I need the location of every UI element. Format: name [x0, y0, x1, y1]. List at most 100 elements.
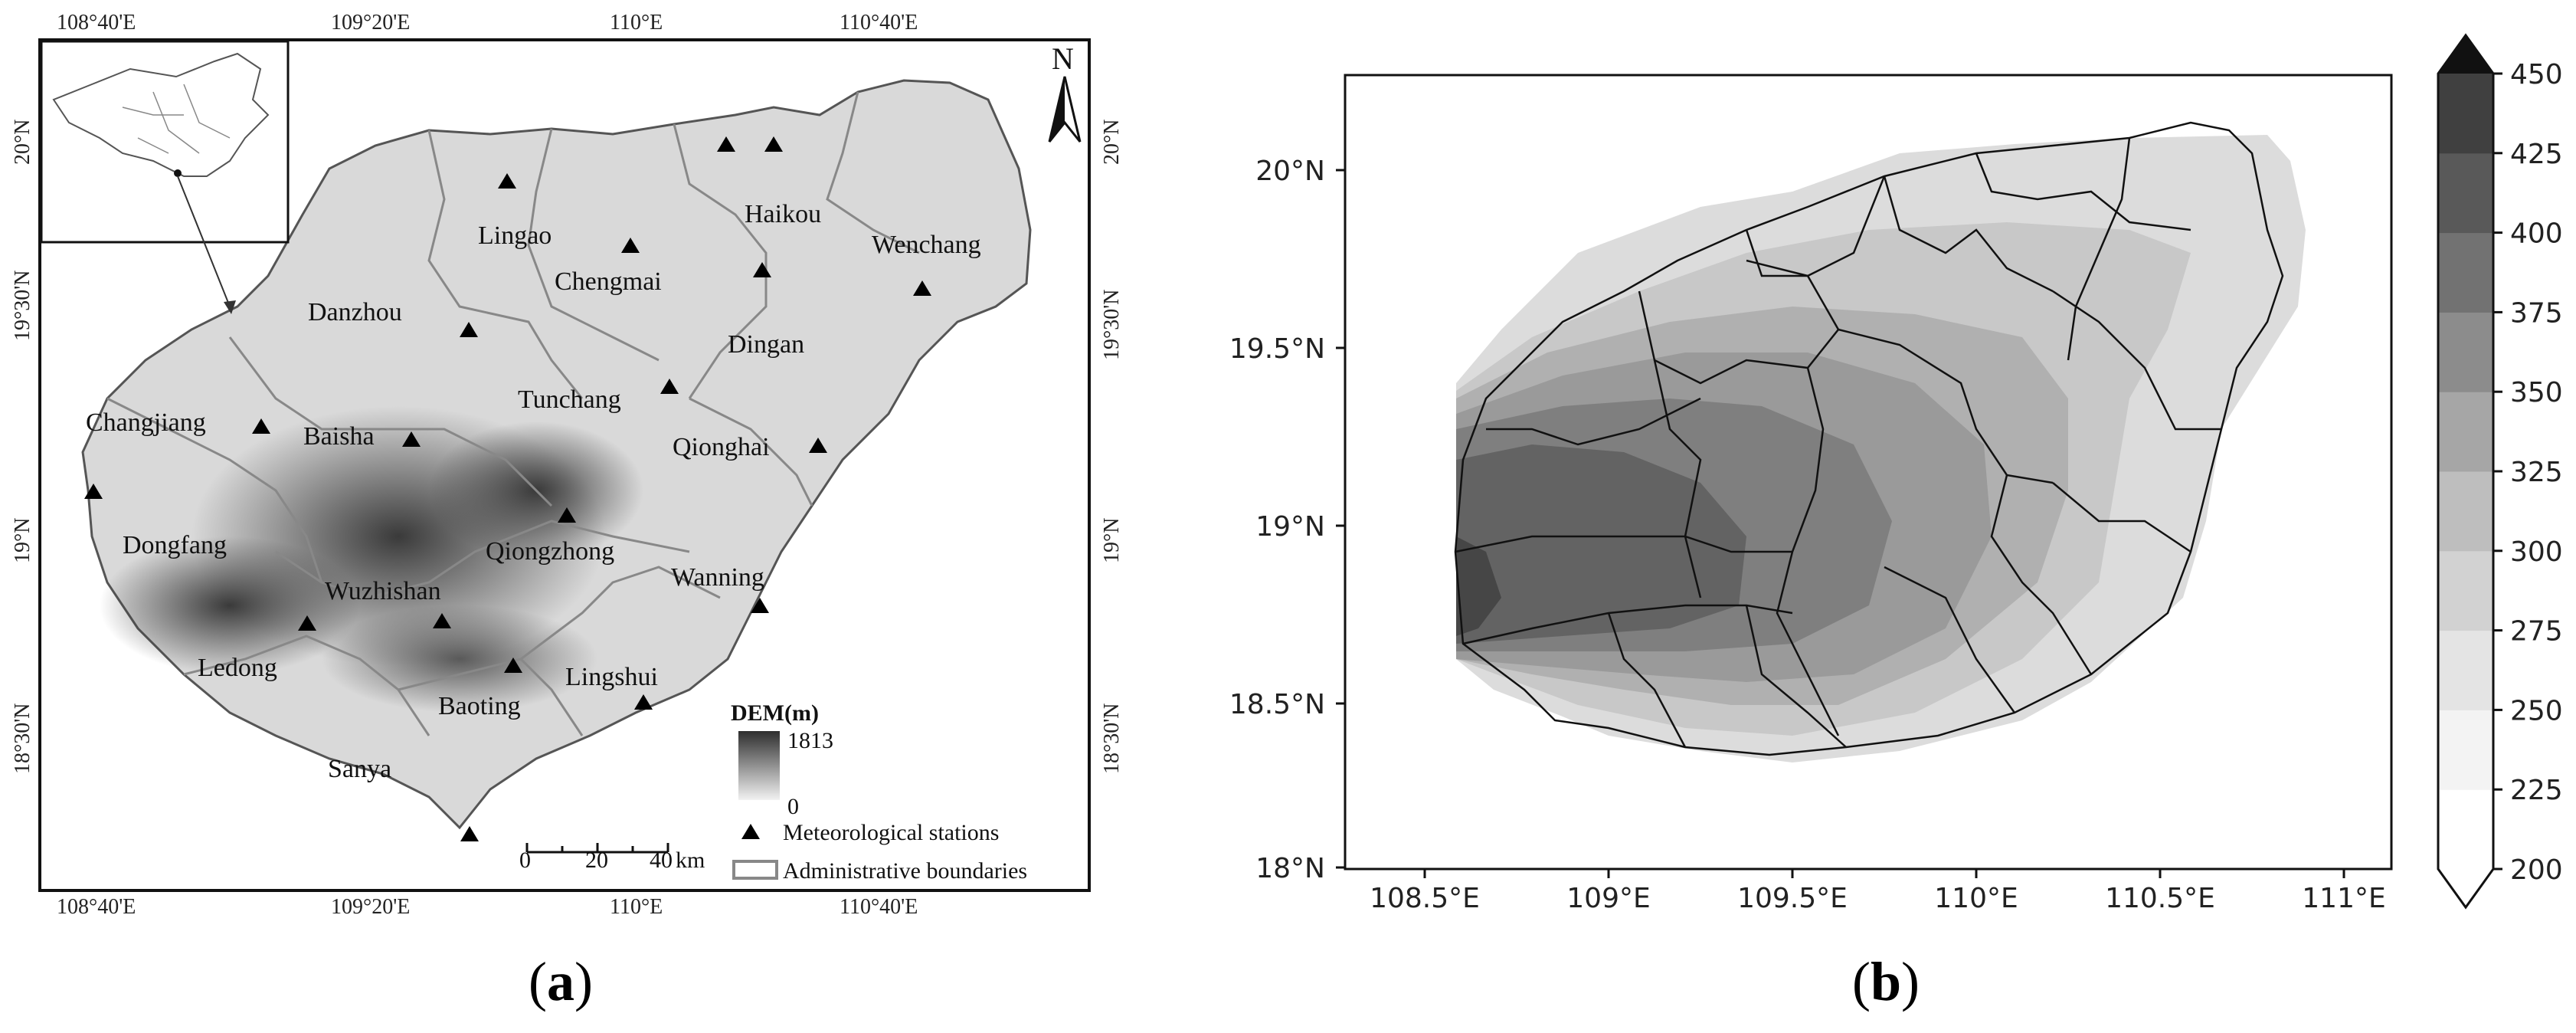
city-label-changjiang: Changjiang — [86, 408, 206, 437]
y-tick-label: 20°N — [1255, 156, 1325, 187]
colorbar-tick-label: 250 — [2510, 695, 2563, 726]
colorbar-band — [2438, 392, 2493, 472]
x-tick-label: 109.5°E — [1737, 883, 1848, 914]
city-label-lingao: Lingao — [478, 221, 552, 250]
scale-unit: km — [676, 848, 705, 873]
left-tick-labels: 20°N 19°30'N 19°N 18°30'N — [11, 120, 34, 774]
mountain-shade — [322, 605, 597, 713]
right-tick-label: 19°30'N — [1100, 290, 1124, 360]
colorbar: 450 425 400 375 350 325 300 275 250 225 200 — [2437, 33, 2563, 910]
panel-b-caption: (b) — [1852, 950, 1920, 1014]
colorbar-tick-label: 450 — [2510, 59, 2563, 90]
city-label-wanning: Wanning — [671, 563, 764, 592]
top-tick-label: 110°E — [610, 11, 663, 34]
north-arrow-label: N — [1052, 41, 1074, 76]
station-marker-icon — [764, 136, 783, 152]
station-marker-icon — [252, 418, 270, 434]
colorbar-band — [2438, 471, 2493, 552]
bottom-tick-label: 108°40'E — [57, 895, 136, 919]
city-label-chengmai: Chengmai — [555, 267, 662, 296]
inset-pointer-arrow — [224, 300, 236, 314]
caption-open: ( — [1852, 951, 1871, 1012]
y-tick-label: 18°N — [1255, 853, 1325, 884]
colorbar-tick-label: 300 — [2510, 536, 2563, 568]
colorbar-band — [2438, 74, 2493, 154]
station-marker-icon — [402, 431, 421, 447]
dem-legend-max: 1813 — [787, 728, 833, 753]
city-label-qionghai: Qionghai — [673, 433, 770, 461]
scale-label-0: 0 — [519, 848, 531, 873]
colorbar-tick-label: 200 — [2510, 854, 2563, 886]
station-marker-icon — [433, 613, 451, 628]
top-tick-label: 108°40'E — [57, 11, 136, 34]
x-axis-ticks — [1423, 869, 2345, 878]
station-marker-icon — [753, 262, 771, 277]
colorbar-tick-label: 425 — [2510, 139, 2563, 170]
station-marker-icon — [634, 694, 653, 710]
y-tick-label: 18.5°N — [1229, 689, 1325, 720]
station-marker-icon — [621, 238, 640, 253]
china-provinces — [122, 84, 231, 154]
x-tick-label: 111°E — [2302, 883, 2385, 914]
station-marker-icon — [460, 322, 478, 337]
filled-contours — [1456, 135, 2306, 762]
city-label-dongfang: Dongfang — [123, 531, 227, 559]
station-marker-icon — [717, 136, 735, 152]
left-tick-label: 19°N — [11, 518, 34, 563]
station-marker-icon — [460, 826, 479, 841]
caption-open: ( — [529, 951, 547, 1012]
colorbar-band — [2438, 232, 2493, 313]
station-marker-icon — [498, 173, 516, 189]
colorbar-tick-label: 400 — [2510, 218, 2563, 250]
city-label-wuzhishan: Wuzhishan — [325, 577, 441, 605]
right-tick-label: 19°N — [1100, 518, 1124, 563]
caption-letter: b — [1870, 951, 1902, 1012]
bottom-tick-label: 110°40'E — [840, 895, 918, 919]
y-axis-ticks — [1336, 169, 1345, 869]
panel-a-map: 108°40'E 109°20'E 110°E 110°40'E N 20°N … — [11, 11, 1124, 919]
city-label-dingan: Dingan — [728, 330, 804, 359]
county-boundaries — [1454, 121, 2284, 756]
colorbar-tick-label: 375 — [2510, 297, 2563, 329]
right-tick-label: 18°30'N — [1100, 703, 1124, 774]
top-tick-label: 109°20'E — [331, 11, 410, 34]
right-tick-labels: 20°N 19°30'N 19°N 18°30'N — [1100, 120, 1124, 774]
station-marker-icon — [558, 507, 576, 523]
x-tick-label: 108.5°E — [1370, 883, 1480, 914]
left-tick-label: 19°30'N — [11, 271, 34, 341]
colorbar-tick-label: 350 — [2510, 377, 2563, 408]
contour-band-375 — [1456, 444, 1746, 644]
city-label-tunchang: Tunchang — [518, 385, 621, 414]
x-tick-label: 110.5°E — [2105, 883, 2215, 914]
colorbar-extend-low — [2438, 869, 2493, 907]
station-marker-icon — [751, 598, 769, 613]
colorbar-tick-label: 275 — [2510, 616, 2563, 648]
city-label-qiongzhong: Qiongzhong — [486, 537, 614, 566]
colorbar-band — [2438, 312, 2493, 392]
city-label-wenchang: Wenchang — [872, 231, 981, 259]
scale-bar — [525, 843, 669, 854]
caption-letter: a — [546, 951, 574, 1012]
station-marker-icon — [84, 484, 103, 499]
y-tick-label: 19°N — [1255, 511, 1325, 543]
colorbar-band — [2438, 710, 2493, 790]
station-marker-icon — [298, 615, 316, 631]
colorbar-ticks: 450 425 400 375 350 325 300 275 250 225 200 — [2493, 59, 2563, 886]
city-label-lingshui: Lingshui — [565, 663, 658, 691]
city-label-ledong: Ledong — [198, 654, 277, 682]
top-tick-label: 110°40'E — [840, 11, 918, 34]
colorbar-tick-label: 325 — [2510, 457, 2563, 488]
bottom-tick-label: 110°E — [610, 895, 663, 919]
scale-label-40: 40 — [650, 848, 673, 873]
colorbar-band — [2438, 152, 2493, 234]
panel-b-map: 20°N 19.5°N 19°N 18.5°N 18°N 108.5°E 109… — [1229, 33, 2563, 914]
city-label-baoting: Baoting — [438, 692, 521, 720]
station-marker-icon — [660, 379, 679, 394]
dem-color-ramp — [738, 731, 780, 800]
city-label-danzhou: Danzhou — [308, 298, 402, 326]
y-tick-label: 19.5°N — [1229, 333, 1325, 365]
contour-band-400 — [1456, 536, 1501, 636]
city-label-sanya: Sanya — [328, 755, 391, 783]
colorbar-extend-high — [2438, 35, 2493, 74]
colorbar-tick-label: 225 — [2510, 775, 2563, 806]
